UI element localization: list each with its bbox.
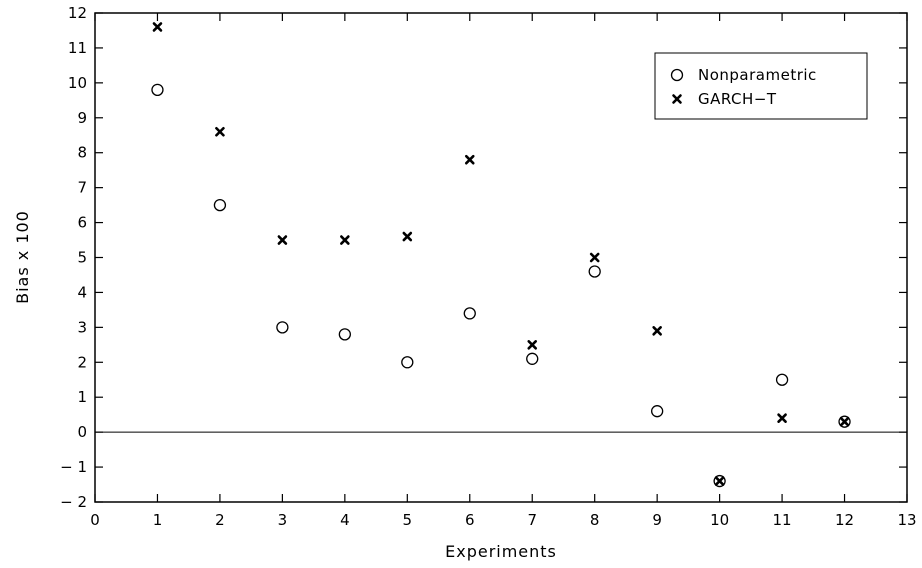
point-nonparametric: [401, 356, 414, 369]
x-axis-title: Experiments: [445, 542, 557, 561]
legend-label-nonparametric: Nonparametric: [698, 66, 817, 84]
x-tick-label: 12: [835, 511, 854, 529]
y-tick-label: 2: [77, 353, 87, 371]
x-tick-label: 11: [773, 511, 792, 529]
data-points: [151, 22, 851, 488]
y-tick-label: 5: [77, 249, 87, 267]
y-tick-label: 11: [68, 39, 87, 57]
point-nonparametric: [526, 352, 539, 365]
point-garch-t: [589, 252, 600, 263]
point-nonparametric: [463, 307, 476, 320]
x-tick-label: 8: [590, 511, 600, 529]
y-tick-label: 7: [77, 179, 87, 197]
y-tick-label: 1: [77, 388, 87, 406]
point-garch-t: [839, 416, 850, 427]
y-tick-label: 9: [77, 109, 87, 127]
x-tick-label: 5: [403, 511, 413, 529]
y-tick-label: − 2: [60, 493, 87, 511]
legend-marker-garch-t: [672, 94, 682, 104]
point-nonparametric: [151, 83, 164, 96]
point-nonparametric: [651, 405, 664, 418]
point-nonparametric: [775, 373, 789, 386]
point-garch-t: [714, 476, 725, 486]
x-tick-label: 1: [153, 511, 163, 529]
legend-label-garch-t: GARCH−T: [698, 90, 777, 108]
y-axis-title: Bias x 100: [13, 210, 32, 304]
y-tick-label: 3: [77, 318, 87, 336]
point-garch-t: [464, 154, 475, 165]
x-axis-ticks: 0 1 2 3 4 5 6 7 8 9 10 11 12 13: [90, 13, 917, 529]
x-tick-label: 0: [90, 511, 100, 529]
x-tick-label: 6: [465, 511, 475, 529]
y-tick-label: 6: [77, 214, 87, 232]
point-garch-t: [215, 126, 225, 137]
point-garch-t: [152, 22, 163, 32]
x-tick-label: 7: [527, 511, 537, 529]
y-tick-label: 4: [77, 283, 87, 301]
point-garch-t: [277, 235, 288, 245]
x-tick-label: 2: [215, 511, 225, 529]
x-tick-label: 9: [652, 511, 662, 529]
point-nonparametric: [713, 474, 726, 488]
legend: Nonparametric GARCH−T: [654, 52, 868, 120]
x-tick-label: 3: [278, 511, 288, 529]
point-garch-t: [340, 235, 350, 245]
point-garch-t: [527, 340, 538, 350]
point-garch-t: [777, 413, 787, 423]
point-garch-t: [652, 326, 662, 336]
legend-box: [654, 52, 868, 120]
x-tick-label: 4: [340, 511, 350, 529]
point-nonparametric: [588, 265, 601, 278]
point-nonparametric: [276, 321, 289, 334]
legend-marker-nonparametric: [670, 68, 684, 82]
y-tick-label: 10: [68, 74, 87, 92]
x-tick-label: 10: [710, 511, 729, 529]
y-tick-label: 8: [77, 144, 87, 162]
y-tick-label: − 1: [60, 458, 87, 476]
y-tick-label: 0: [77, 423, 87, 441]
point-nonparametric: [338, 328, 351, 341]
point-garch-t: [402, 231, 413, 242]
y-tick-label: 12: [68, 4, 87, 22]
point-nonparametric: [838, 415, 851, 428]
x-tick-label: 13: [897, 511, 916, 529]
point-nonparametric: [213, 198, 227, 212]
